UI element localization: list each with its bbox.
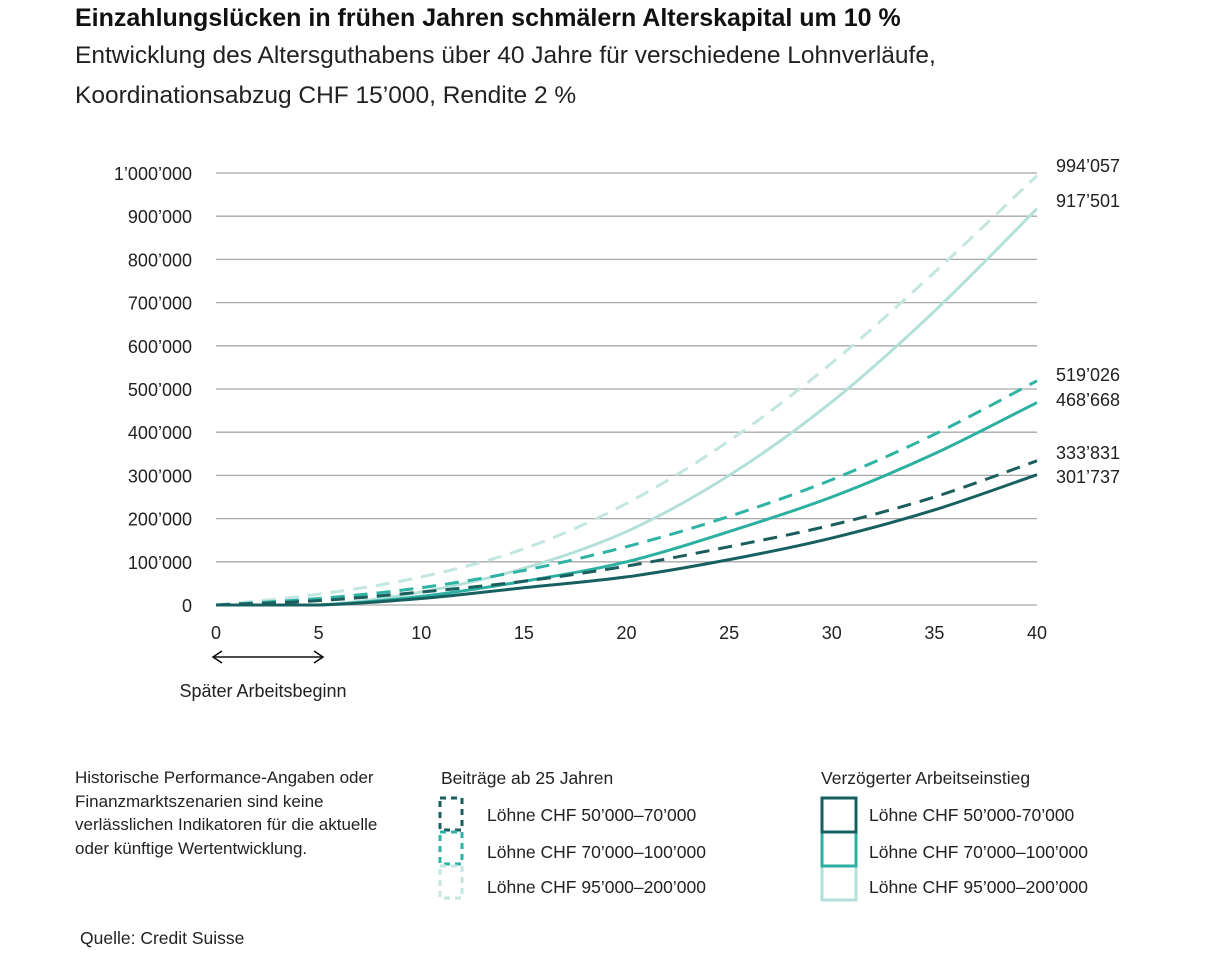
y-tick-label: 500’000: [128, 380, 192, 400]
y-tick-label: 400’000: [128, 423, 192, 443]
y-tick-label: 200’000: [128, 510, 192, 530]
late-start-arrow: [211, 650, 325, 664]
end-value-label: 301’737: [1056, 467, 1120, 487]
x-tick-label: 40: [1027, 623, 1047, 643]
y-tick-label: 800’000: [128, 250, 192, 270]
y-tick-label: 100’000: [128, 553, 192, 573]
legend-item-solid-low: Löhne CHF 50’000-70’000: [869, 805, 1075, 825]
y-tick-label: 900’000: [128, 207, 192, 227]
late-start-label: Später Arbeitsbeginn: [179, 681, 346, 701]
legend-group1-title: Beiträge ab 25 Jahren: [441, 768, 614, 788]
x-tick-label: 0: [211, 623, 221, 643]
y-tick-label: 0: [182, 596, 192, 616]
y-tick-label: 600’000: [128, 337, 192, 357]
line-chart: 0 100’000 200’000 300’000 400’000 500’000 600’…: [114, 156, 1120, 701]
series-line-2: [215, 174, 1039, 607]
end-value-label: 468’668: [1056, 390, 1120, 410]
series-line-0: [215, 459, 1038, 607]
end-value-label: 333’831: [1056, 443, 1120, 463]
x-tick-label: 5: [314, 623, 324, 643]
y-tick-label: 700’000: [128, 294, 192, 314]
chart-subtitle-line2: Koordinationsabzug CHF 15’000, Rendite 2…: [75, 82, 577, 109]
legend-item-dashed-low: Löhne CHF 50’000–70’000: [487, 805, 697, 825]
source-label: Quelle:: [80, 928, 136, 948]
source: Quelle: Credit Suisse: [80, 928, 244, 949]
source-value: Credit Suisse: [140, 928, 245, 948]
x-tick-label: 20: [616, 623, 636, 643]
disclaimer-note: Historische Performance-Angaben oder Fin…: [75, 768, 378, 858]
legend-group2-title: Verzögerter Arbeitseinstieg: [821, 768, 1031, 788]
y-tick-label: 300’000: [128, 466, 192, 486]
series-line-3: [216, 473, 1038, 607]
x-tick-label: 35: [924, 623, 944, 643]
end-value-label: 994’057: [1056, 156, 1120, 176]
x-tick-label: 25: [719, 623, 739, 643]
y-tick-label: 1’000’000: [114, 164, 192, 184]
legend-group1-swatches: [438, 796, 464, 900]
series-line-1: [215, 379, 1038, 607]
legend-item-solid-mid: Löhne CHF 70’000–100’000: [869, 842, 1088, 862]
x-tick-label: 15: [514, 623, 534, 643]
chart-subtitle-line1: Entwicklung des Altersguthabens über 40 …: [75, 42, 936, 69]
legend-item-dashed-mid: Löhne CHF 70’000–100’000: [487, 842, 706, 862]
x-tick-label: 10: [411, 623, 431, 643]
end-value-label: 917’501: [1056, 191, 1120, 211]
end-value-label: 519’026: [1056, 365, 1120, 385]
legend-item-solid-high: Löhne CHF 95’000–200’000: [869, 877, 1088, 897]
legend-item-dashed-high: Löhne CHF 95’000–200’000: [487, 877, 706, 897]
legend-group2-swatches: [820, 796, 858, 902]
chart-title: Einzahlungslücken in frühen Jahren schmä…: [75, 4, 901, 32]
x-tick-label: 30: [822, 623, 842, 643]
